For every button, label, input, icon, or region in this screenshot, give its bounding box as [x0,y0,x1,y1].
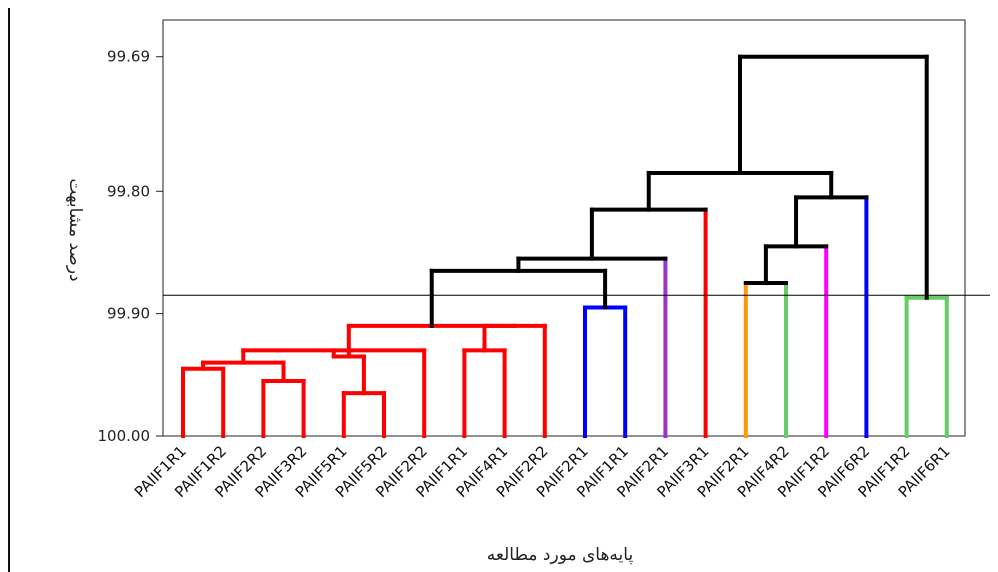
plot-frame [162,19,966,437]
x-axis-title: پایه‌های مورد مطالعه [487,545,634,565]
y-axis-ticks: 99.69 99.80 99.90 100.00 [98,48,163,445]
y-tick-label: 99.80 [107,182,150,200]
y-tick-label: 99.69 [107,48,150,66]
y-tick-label: 99.90 [107,305,150,323]
dendrogram-links [181,54,949,438]
y-axis-title: درصد مشابهت [65,178,85,281]
y-tick-label: 100.00 [98,427,151,445]
